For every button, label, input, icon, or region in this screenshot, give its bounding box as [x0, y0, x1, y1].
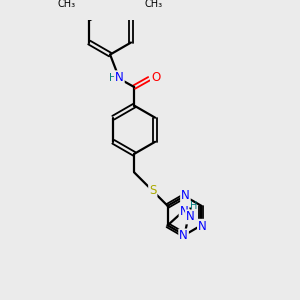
Text: O: O [151, 71, 160, 84]
Text: H: H [190, 201, 198, 211]
Text: CH₃: CH₃ [144, 0, 162, 8]
Text: N: N [186, 210, 195, 224]
Text: N: N [179, 230, 188, 242]
Text: N: N [181, 189, 190, 202]
Text: S: S [149, 184, 157, 197]
Text: N: N [115, 71, 124, 84]
Text: N: N [198, 220, 207, 233]
Text: N: N [180, 205, 188, 218]
Text: CH₃: CH₃ [58, 0, 76, 8]
Text: H: H [109, 73, 117, 83]
